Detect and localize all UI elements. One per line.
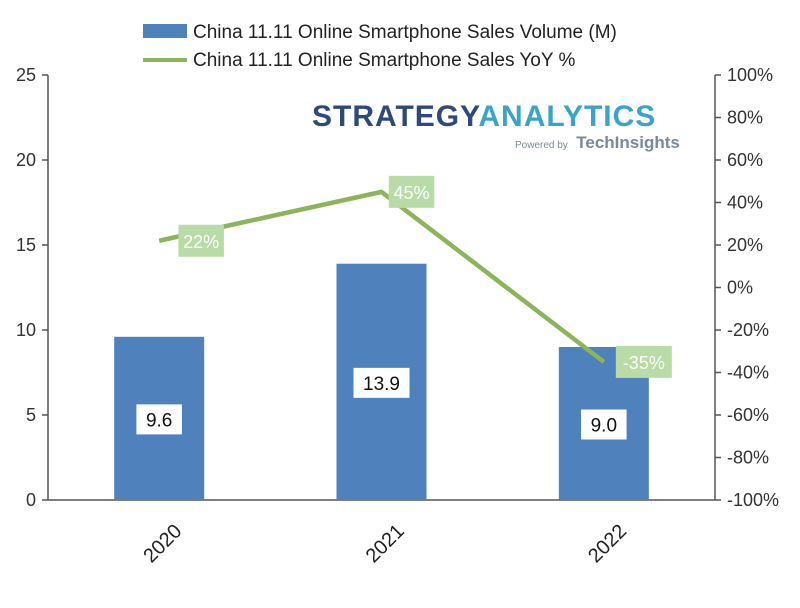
line-label-box bbox=[615, 345, 672, 378]
logo-word-strategy: STRATEGY bbox=[312, 100, 480, 133]
x-tick-label: 2022 bbox=[584, 520, 631, 567]
legend: China 11.11 Online Smartphone Sales Volu… bbox=[143, 22, 617, 71]
left-axis-ticks: 0 5 10 15 20 25 bbox=[16, 65, 48, 510]
strategy-analytics-logo: STRATEGYANALYTICS Powered by TechInsight… bbox=[312, 100, 680, 152]
right-tick-label: 40% bbox=[727, 193, 763, 213]
logo-techinsights: TechInsights bbox=[576, 133, 680, 152]
right-tick-label: -80% bbox=[727, 448, 769, 468]
right-tick-label: -60% bbox=[727, 405, 769, 425]
right-tick-label: -20% bbox=[727, 320, 769, 340]
legend-label-bar: China 11.11 Online Smartphone Sales Volu… bbox=[193, 22, 617, 43]
bar-label-box bbox=[353, 367, 410, 398]
right-tick-label: 20% bbox=[727, 235, 763, 255]
bar-label-box bbox=[581, 409, 627, 440]
line-label-box bbox=[178, 224, 224, 257]
left-tick-label: 5 bbox=[26, 405, 36, 425]
left-tick-label: 10 bbox=[16, 320, 36, 340]
legend-label-line: China 11.11 Online Smartphone Sales YoY … bbox=[193, 50, 575, 71]
line-data-label: -35% bbox=[623, 353, 665, 373]
bar-series: 9.6 13.9 9.0 bbox=[114, 263, 649, 500]
x-axis-ticks: 2020 2021 2022 bbox=[139, 520, 631, 567]
left-tick-label: 25 bbox=[16, 65, 36, 85]
right-tick-label: 60% bbox=[727, 150, 763, 170]
right-tick-label: -40% bbox=[727, 363, 769, 383]
line-data-label: 22% bbox=[183, 232, 219, 252]
line-data-label: 45% bbox=[393, 183, 429, 203]
left-tick-label: 0 bbox=[26, 490, 36, 510]
line-series: 22% 45% -35% bbox=[158, 175, 672, 378]
x-tick-label: 2021 bbox=[362, 520, 409, 567]
line-label-box bbox=[388, 175, 435, 208]
logo-powered-by: Powered by bbox=[515, 140, 568, 151]
right-tick-label: 80% bbox=[727, 108, 763, 128]
right-tick-label: 0% bbox=[727, 278, 753, 298]
yoy-line bbox=[158, 189, 606, 364]
logo-word-analytics: ANALYTICS bbox=[478, 100, 656, 133]
svg-text:STRATEGYANALYTICS: STRATEGYANALYTICS bbox=[312, 100, 656, 133]
bar-data-label: 9.6 bbox=[146, 410, 172, 431]
right-tick-label: 100% bbox=[727, 65, 773, 85]
x-tick-label: 2020 bbox=[139, 520, 186, 567]
legend-swatch-bar bbox=[143, 24, 187, 38]
bar-data-label: 13.9 bbox=[363, 374, 400, 395]
left-tick-label: 20 bbox=[16, 150, 36, 170]
svg-text:Powered by TechInsights: Powered by TechInsights bbox=[515, 133, 680, 152]
bar-data-label: 9.0 bbox=[591, 416, 617, 437]
right-tick-label: -100% bbox=[727, 490, 779, 510]
right-axis-ticks: -100% -80% -60% -40% -20% 0% 20% 40% 60% 80% 100% bbox=[715, 65, 779, 510]
bar-label-box bbox=[136, 404, 182, 435]
left-tick-label: 15 bbox=[16, 235, 36, 255]
